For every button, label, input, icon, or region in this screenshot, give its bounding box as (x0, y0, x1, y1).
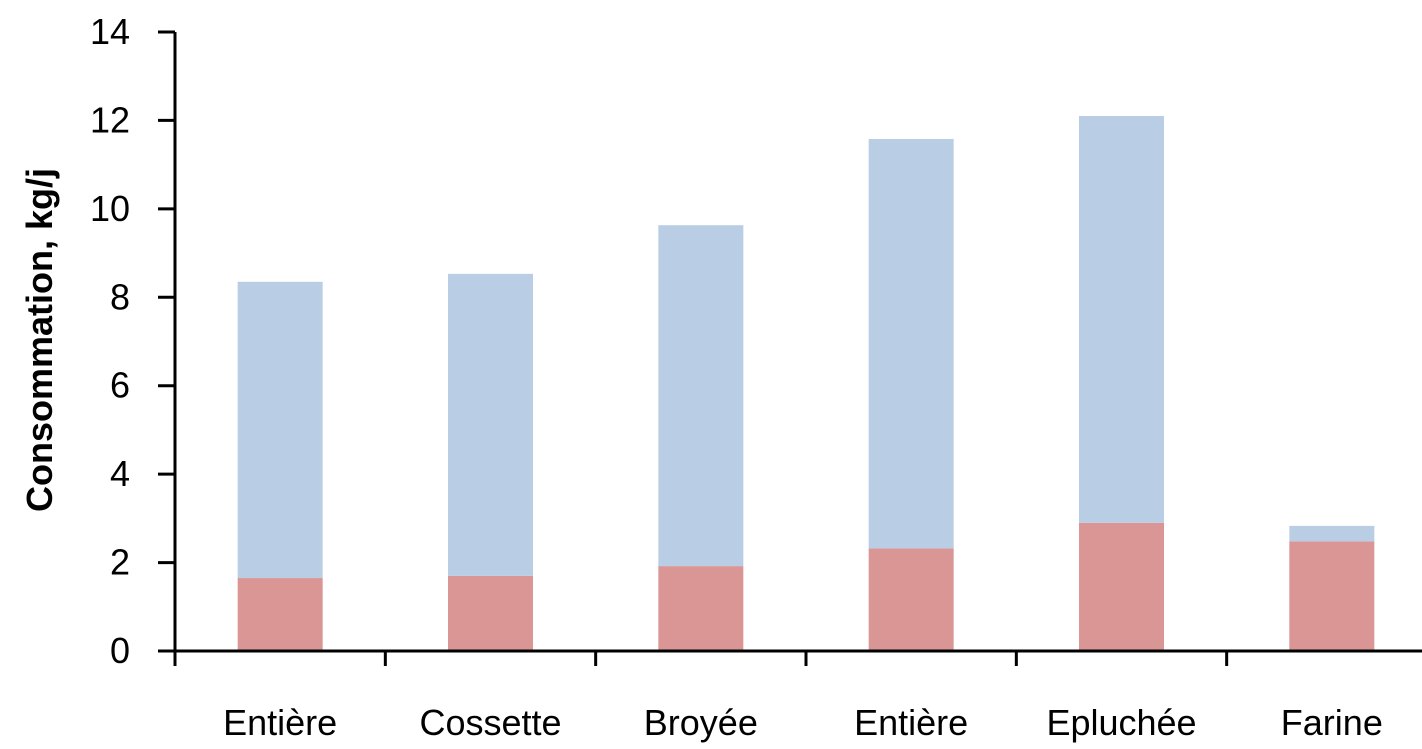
bar-segment-1-4 (868, 548, 954, 651)
y-tick-label: 12 (90, 99, 130, 140)
x-category-label: Epluchée (1046, 702, 1196, 743)
bar-segment-2-2 (448, 273, 533, 576)
y-tick-label: 14 (90, 11, 130, 52)
bar-segment-1-1 (237, 578, 323, 651)
x-category-label: Broyée (644, 702, 758, 743)
x-category-label: Farine (1281, 702, 1383, 743)
x-category-label: Cossette (419, 702, 561, 743)
bar-segment-2-3 (658, 225, 744, 567)
y-tick-label: 0 (110, 630, 130, 671)
x-category-label: Entière (223, 702, 337, 743)
x-axis: Entière Cossette Broyée Entière Epluchée Fari… (173, 649, 1422, 743)
y-tick-label: 10 (90, 188, 130, 229)
bars-layer (237, 116, 1375, 651)
y-tick-label: 6 (110, 365, 130, 406)
y-axis-title: Consommation, kg/j (19, 168, 60, 512)
bar-segment-1-6 (1289, 541, 1375, 651)
bar-segment-1-3 (658, 566, 744, 651)
bar-segment-2-4 (868, 139, 954, 549)
y-tick-label: 2 (110, 542, 130, 583)
bar-segment-2-5 (1079, 116, 1164, 523)
bar-segment-2-1 (237, 281, 323, 579)
bar-segment-1-5 (1079, 522, 1164, 651)
y-tick-label: 8 (110, 276, 130, 317)
y-tick-label: 4 (110, 453, 130, 494)
bar-segment-1-2 (448, 575, 533, 651)
bar-segment-2-6 (1289, 525, 1375, 542)
x-category-label: Entière (854, 702, 968, 743)
y-axis: 0 2 4 6 8 10 12 14 (90, 11, 177, 671)
